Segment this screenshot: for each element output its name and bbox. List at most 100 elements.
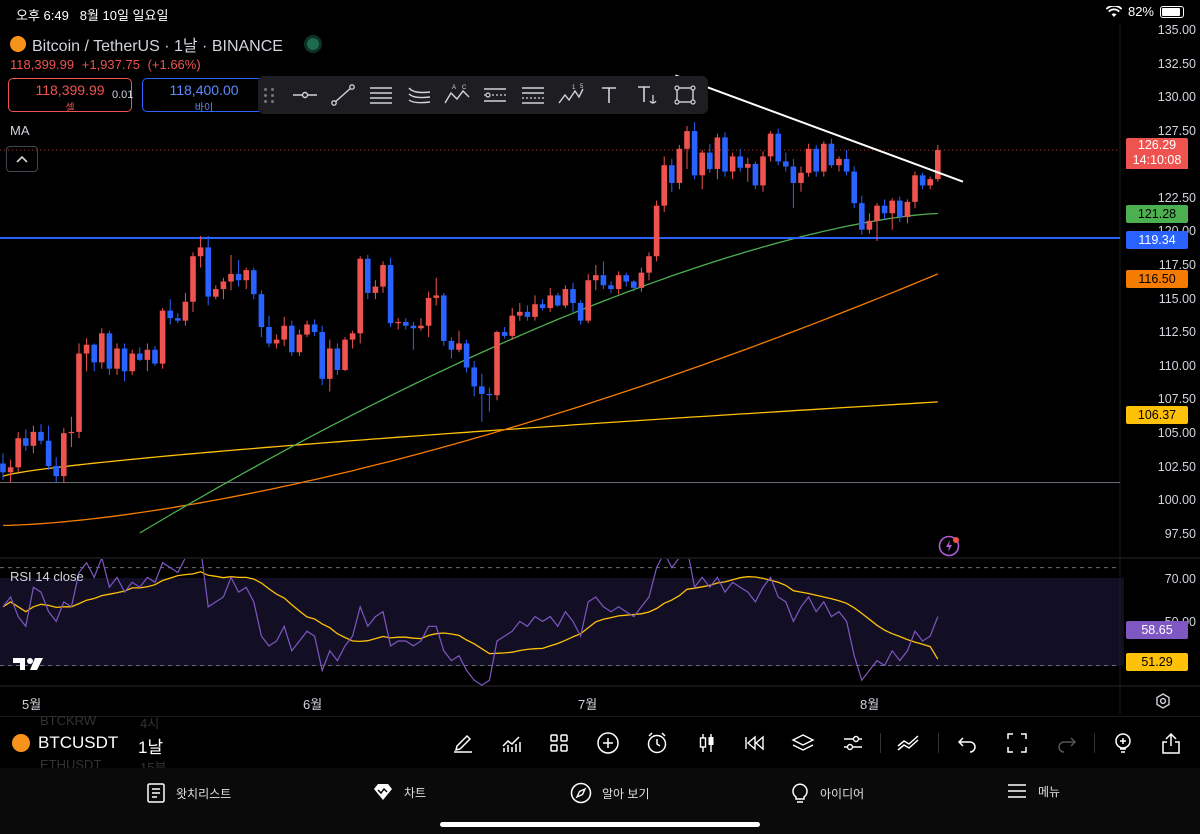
collapse-legend-button[interactable] bbox=[6, 146, 38, 172]
candle bbox=[403, 321, 409, 326]
battery-percent: 82% bbox=[1127, 4, 1154, 19]
candle bbox=[68, 431, 75, 434]
replay-button[interactable] bbox=[742, 730, 768, 756]
rectangle-tool[interactable] bbox=[666, 80, 704, 110]
regression-trend-tool[interactable] bbox=[400, 80, 438, 110]
candle bbox=[790, 166, 797, 183]
price-tick: 97.50 bbox=[1164, 527, 1196, 541]
nav-explore-label: 알아 보기 bbox=[602, 786, 650, 801]
candle bbox=[737, 156, 743, 168]
text-tool[interactable] bbox=[590, 80, 628, 110]
symbol-header[interactable]: Bitcoin / TetherUS · 1날 · BINANCE bbox=[10, 32, 319, 56]
nav-ideas-label: 아이디어 bbox=[820, 786, 865, 801]
candle bbox=[365, 258, 371, 293]
drawing-tools-button[interactable] bbox=[450, 730, 476, 756]
indicators-button[interactable] bbox=[498, 730, 524, 756]
ideas-button[interactable] bbox=[1110, 730, 1136, 756]
candle bbox=[0, 463, 6, 473]
buy-button[interactable]: 118,400.00 바이 bbox=[142, 78, 266, 114]
nav-ideas[interactable]: 아이디어 bbox=[790, 782, 864, 804]
trendline bbox=[675, 74, 964, 183]
price-tick: 105.00 bbox=[1157, 426, 1196, 440]
candle bbox=[15, 438, 21, 468]
time-tick: 8월 bbox=[860, 697, 880, 712]
interval-selector[interactable]: 1날 bbox=[138, 738, 164, 757]
candle bbox=[243, 270, 249, 281]
disjoint-channel-tool[interactable] bbox=[476, 80, 514, 110]
candle bbox=[106, 333, 113, 369]
price-change: +1,937.75 bbox=[81, 57, 140, 72]
lightning-alert-icon[interactable] bbox=[938, 535, 960, 557]
sell-button[interactable]: 118,399.99 셀 bbox=[8, 78, 132, 114]
last-price-tag: 126.29 bbox=[1126, 138, 1188, 153]
horizontal-ray-tool[interactable] bbox=[286, 80, 324, 110]
rsi-indicator-label[interactable]: RSI 14 close bbox=[10, 569, 84, 584]
candle bbox=[486, 393, 493, 396]
candle bbox=[342, 339, 348, 370]
price-tick: 127.50 bbox=[1157, 124, 1196, 138]
candle bbox=[349, 333, 356, 340]
chart-area[interactable] bbox=[0, 24, 1200, 714]
chart-properties-button[interactable] bbox=[840, 730, 866, 756]
candle bbox=[479, 386, 485, 394]
candle bbox=[600, 275, 607, 286]
drag-handle-icon[interactable] bbox=[264, 83, 278, 107]
candle bbox=[608, 285, 614, 290]
bitcoin-logo-icon bbox=[10, 36, 26, 52]
ma-green-line bbox=[139, 212, 938, 534]
candle bbox=[251, 270, 257, 295]
nav-chart[interactable]: 차트 bbox=[372, 782, 426, 802]
pencil-icon bbox=[454, 734, 472, 753]
nav-menu[interactable]: 메뉴 bbox=[1006, 782, 1060, 800]
layout-button[interactable] bbox=[546, 730, 572, 756]
svg-text:5: 5 bbox=[580, 84, 584, 90]
share-button[interactable] bbox=[1158, 730, 1184, 756]
candle bbox=[471, 367, 477, 387]
candle bbox=[167, 310, 173, 319]
chart-type-button[interactable] bbox=[694, 730, 720, 756]
disjoint-channel-icon bbox=[484, 88, 506, 102]
buy-label: 바이 bbox=[194, 103, 214, 114]
ma-yellow-line bbox=[2, 401, 938, 477]
trend-line-tool[interactable] bbox=[324, 80, 362, 110]
candle bbox=[45, 440, 52, 467]
nav-watchlist[interactable]: 왓치리스트 bbox=[146, 782, 231, 804]
rsi-tick: 70.00 bbox=[1164, 572, 1196, 586]
ma-indicator-label[interactable]: MA bbox=[10, 123, 30, 138]
anchored-text-tool[interactable] bbox=[628, 80, 666, 110]
rsi-ma-tag: 51.29 bbox=[1126, 653, 1188, 671]
candle bbox=[205, 247, 211, 297]
candle bbox=[843, 158, 850, 172]
candle bbox=[304, 324, 310, 335]
nav-menu-label: 메뉴 bbox=[1038, 784, 1061, 799]
alert-button[interactable] bbox=[644, 730, 670, 756]
candle bbox=[441, 295, 447, 341]
bitcoin-logo-icon bbox=[12, 734, 30, 752]
redo-button[interactable] bbox=[1054, 730, 1080, 756]
candle bbox=[114, 348, 120, 369]
candle bbox=[175, 318, 181, 321]
compare-button[interactable] bbox=[896, 730, 922, 756]
candle bbox=[661, 165, 667, 206]
chart-settings-icon[interactable] bbox=[1154, 692, 1172, 710]
undo-button[interactable] bbox=[954, 730, 980, 756]
parallel-channel-tool[interactable] bbox=[362, 80, 400, 110]
fullscreen-button[interactable] bbox=[1004, 730, 1030, 756]
candle bbox=[897, 200, 903, 218]
symbol-selector[interactable]: BTCUSDT bbox=[12, 733, 118, 753]
candle bbox=[912, 175, 918, 202]
candle bbox=[494, 332, 500, 396]
date: 8월 10일 일요일 bbox=[79, 8, 169, 23]
date-price-range-tool[interactable] bbox=[514, 80, 552, 110]
object-tree-button[interactable] bbox=[790, 730, 816, 756]
candle bbox=[334, 348, 341, 370]
add-symbol-button[interactable] bbox=[595, 730, 621, 756]
candle bbox=[213, 289, 219, 297]
candle bbox=[387, 265, 394, 324]
price-chart[interactable] bbox=[0, 24, 1200, 714]
candle bbox=[448, 340, 455, 350]
nav-explore[interactable]: 알아 보기 bbox=[570, 782, 650, 804]
